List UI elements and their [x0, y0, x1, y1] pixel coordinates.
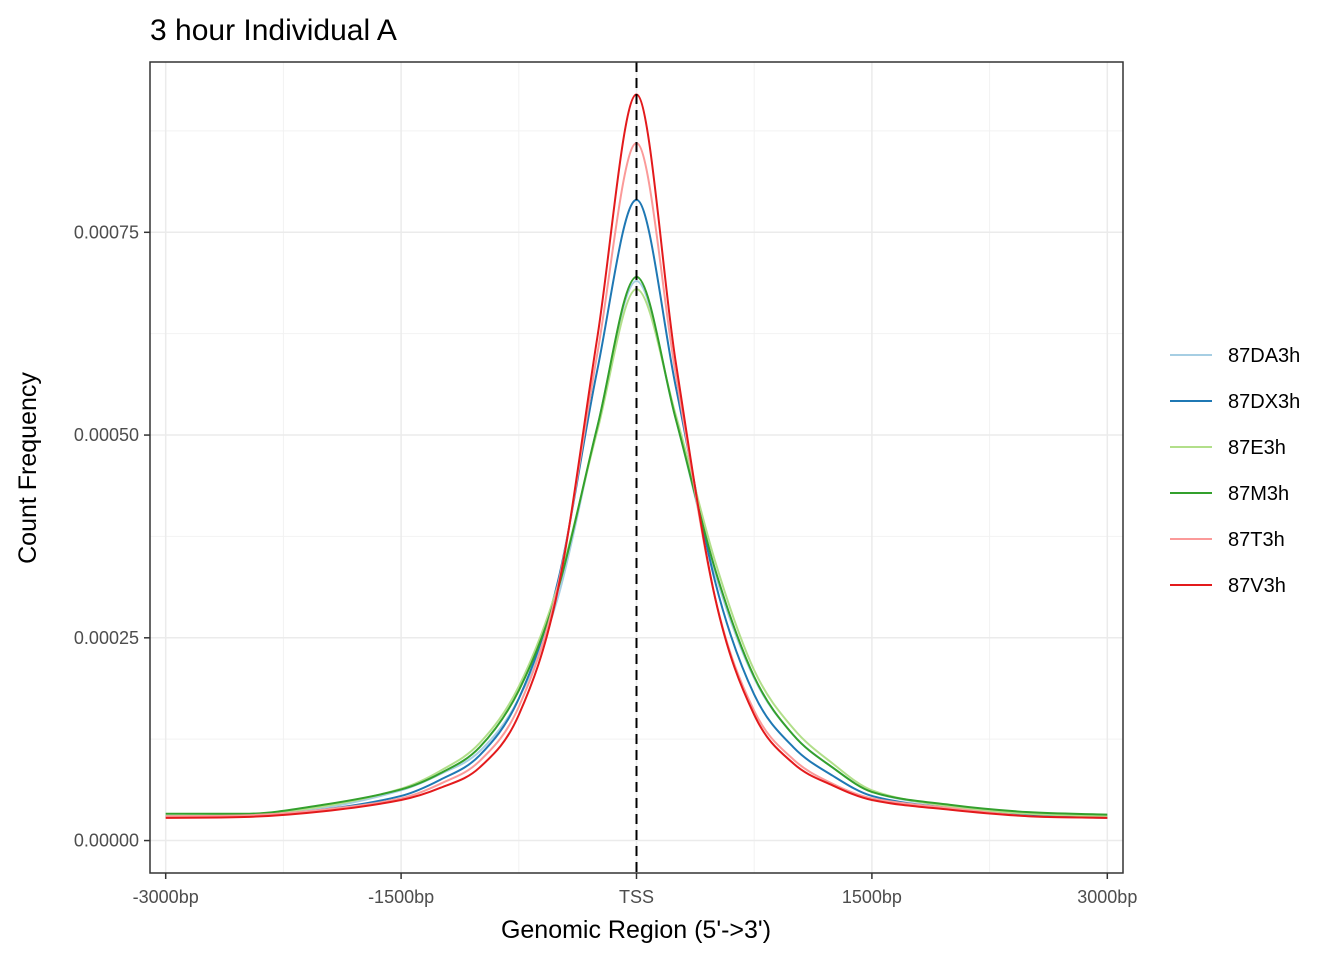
- x-tick-label: 1500bp: [842, 887, 902, 907]
- x-tick-label: -3000bp: [133, 887, 199, 907]
- x-tick-label: 3000bp: [1077, 887, 1137, 907]
- legend-label: 87DX3h: [1228, 391, 1300, 413]
- legend-label: 87E3h: [1228, 437, 1286, 459]
- y-tick-label: 0.00050: [74, 425, 139, 445]
- x-tick-label: -1500bp: [368, 887, 434, 907]
- y-tick-label: 0.00025: [74, 628, 139, 648]
- y-tick-label: 0.00075: [74, 222, 139, 242]
- legend-label: 87V3h: [1228, 575, 1286, 597]
- x-axis-title: Genomic Region (5'->3'): [501, 916, 771, 944]
- legend-label: 87DA3h: [1228, 345, 1300, 367]
- y-tick-label: 0.00000: [74, 831, 139, 851]
- y-axis-title: Count Frequency: [14, 372, 42, 564]
- y-axis: 0.00000 0.00025 0.00050 0.00075: [74, 222, 150, 851]
- legend-label: 87M3h: [1228, 483, 1289, 505]
- x-tick-label: TSS: [619, 887, 654, 907]
- x-axis: -3000bp -1500bp TSS 1500bp 3000bp: [133, 873, 1137, 907]
- legend: 87DA3h 87DX3h 87E3h 87M3h 87T3h 87V3h: [1170, 345, 1300, 597]
- legend-label: 87T3h: [1228, 529, 1285, 551]
- chart-title: 3 hour Individual A: [150, 14, 397, 47]
